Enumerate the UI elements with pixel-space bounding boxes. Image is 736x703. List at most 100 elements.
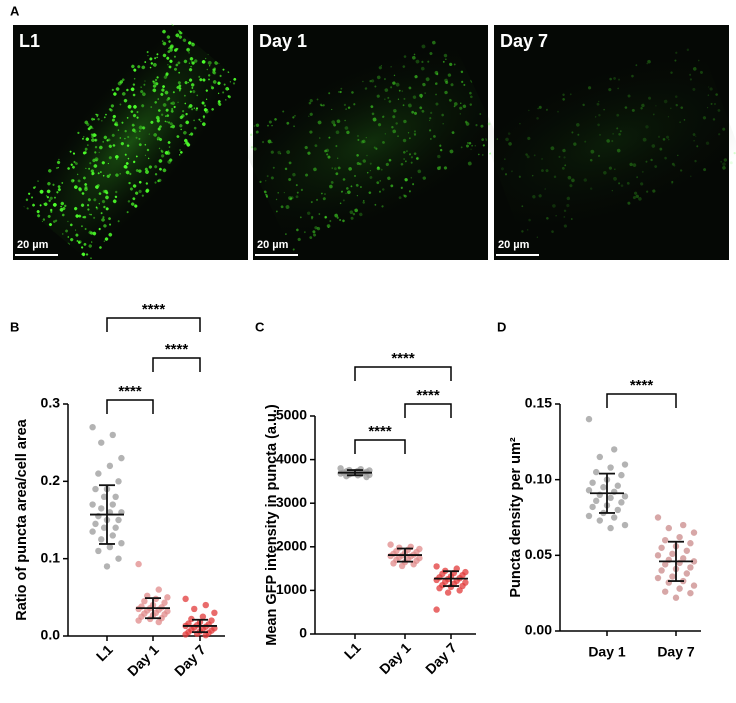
data-point [433,606,440,613]
puncta [205,89,209,92]
puncta [159,125,162,128]
puncta [137,65,141,69]
puncta [527,136,531,141]
puncta [562,98,565,101]
puncta [88,230,92,235]
puncta [180,128,182,131]
y-axis-label: Ratio of puncta area/cell area [14,418,30,620]
puncta [202,10,206,13]
puncta [176,135,180,138]
puncta [167,141,171,144]
puncta [99,171,102,173]
puncta [697,59,700,62]
puncta [364,87,368,90]
puncta [356,154,359,157]
puncta [402,65,406,68]
puncta [156,56,158,59]
puncta [90,213,92,216]
puncta [288,161,292,165]
puncta [161,154,165,158]
puncta [115,87,120,91]
puncta [437,166,441,171]
data-point [662,561,669,568]
puncta [78,214,82,218]
puncta [61,290,65,294]
puncta [127,200,131,203]
puncta [709,87,713,91]
puncta [407,103,412,108]
puncta [210,2,214,6]
puncta [566,203,570,208]
puncta [295,184,298,187]
puncta [183,130,187,135]
puncta [98,202,100,205]
puncta [224,15,228,19]
puncta [376,181,380,185]
puncta [380,65,382,67]
puncta [133,124,135,126]
data-point [611,514,618,521]
puncta [170,102,173,105]
puncta [412,95,417,99]
puncta [181,6,185,10]
puncta [646,190,649,193]
puncta [387,176,391,180]
puncta [617,87,619,90]
puncta [336,157,339,159]
puncta [187,81,190,84]
puncta [198,118,201,121]
puncta [666,135,670,139]
puncta [562,93,565,96]
puncta [87,198,91,202]
puncta [162,168,167,173]
puncta [133,77,136,80]
puncta [603,108,605,111]
puncta [669,107,672,110]
puncta [392,115,396,119]
puncta [132,93,136,97]
puncta [351,91,354,94]
data-point [683,570,690,577]
puncta [144,154,147,156]
puncta [341,190,344,193]
puncta [144,61,147,63]
puncta [67,220,69,223]
puncta [571,131,574,134]
puncta [327,226,330,228]
puncta [372,117,377,122]
puncta [88,167,91,170]
puncta [598,113,601,117]
puncta [141,104,145,108]
data-point [92,485,99,493]
data-point [690,558,698,565]
data-point [607,464,614,471]
puncta [52,183,55,186]
data-point [89,528,96,535]
puncta [259,180,262,183]
puncta [511,170,513,173]
puncta [671,162,675,166]
puncta [77,131,80,134]
puncta [91,171,95,175]
puncta [382,188,385,191]
puncta [439,148,443,152]
puncta [309,236,313,239]
puncta [407,132,410,134]
puncta [413,132,417,136]
puncta [186,143,191,147]
puncta [212,70,216,74]
puncta [286,121,290,125]
puncta [331,167,333,169]
puncta [460,70,464,74]
puncta [93,198,97,202]
puncta [173,55,176,58]
puncta [78,188,82,192]
y-axis-label: Puncta density per um² [508,437,524,598]
puncta [350,216,354,220]
puncta [143,83,146,86]
worm-glow [13,7,248,278]
puncta [46,196,50,199]
data-point [621,461,629,468]
puncta [308,101,312,105]
